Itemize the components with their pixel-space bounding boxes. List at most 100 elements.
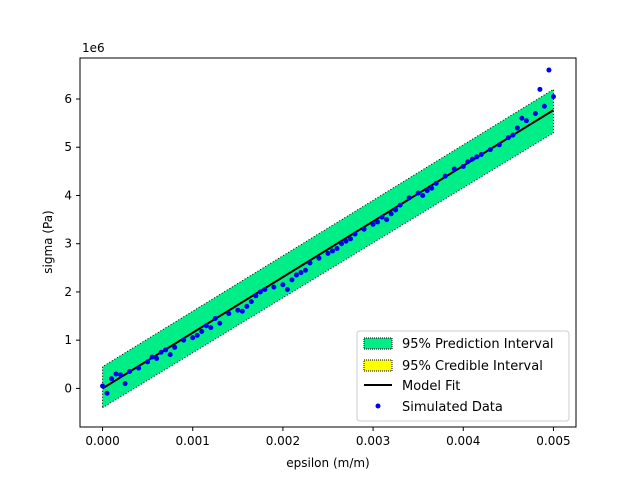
data-point [334, 246, 340, 252]
data-point [194, 332, 200, 338]
data-point [361, 226, 367, 232]
data-point [203, 323, 209, 329]
legend-label-simulated: Simulated Data [402, 400, 503, 415]
data-point [113, 371, 119, 377]
y-tick-label: 3 [64, 237, 72, 251]
y-tick-label: 5 [64, 140, 72, 154]
data-point [478, 151, 484, 157]
data-point [550, 94, 556, 100]
data-point [271, 284, 277, 290]
data-point [474, 154, 480, 160]
legend-label-prediction: 95% Prediction Interval [402, 337, 554, 352]
data-point [163, 347, 169, 353]
data-point [541, 103, 547, 109]
x-tick-label: 0.003 [356, 434, 390, 448]
data-point [442, 173, 448, 179]
data-point [262, 287, 268, 293]
data-point [546, 67, 552, 73]
data-point [406, 195, 412, 201]
x-tick-label: 0.005 [536, 434, 570, 448]
data-point [100, 383, 106, 389]
data-point [145, 359, 151, 365]
y-tick-label: 2 [64, 285, 72, 299]
data-point [122, 381, 128, 387]
data-point [226, 311, 232, 317]
legend: 95% Prediction Interval 95% Credible Int… [356, 330, 570, 422]
x-tick-label: 0.000 [85, 434, 119, 448]
simulated-data-points [100, 67, 556, 396]
data-point [352, 231, 358, 237]
data-point [523, 118, 529, 124]
x-tick-label: 0.002 [266, 434, 300, 448]
data-point [420, 192, 426, 198]
legend-box [356, 330, 570, 422]
data-point [532, 110, 538, 116]
data-point [235, 307, 241, 313]
data-point [167, 352, 173, 358]
data-point [397, 202, 403, 208]
legend-swatch-credible [363, 359, 393, 372]
x-axis-label: epsilon (m/m) [286, 456, 369, 470]
data-point [248, 299, 254, 305]
data-point [388, 211, 394, 217]
data-point [298, 270, 304, 276]
data-point [393, 207, 399, 213]
y-axis-label: sigma (Pa) [41, 210, 55, 273]
y-axis: 0 1 2 3 4 5 6 [64, 92, 80, 395]
data-point [348, 236, 354, 242]
y-tick-label: 0 [64, 381, 72, 395]
data-point [415, 190, 421, 196]
data-point [429, 185, 435, 191]
data-point [465, 159, 471, 165]
data-point [118, 372, 124, 378]
data-point [149, 354, 155, 360]
data-point [339, 241, 345, 247]
data-point [212, 315, 218, 321]
data-point [343, 238, 349, 244]
data-point [154, 356, 160, 362]
data-point [284, 287, 290, 293]
data-point [424, 188, 430, 194]
x-axis: 0.000 0.001 0.002 0.003 0.004 0.005 [85, 427, 571, 448]
data-point [181, 337, 187, 343]
y-tick-label: 1 [64, 333, 72, 347]
data-point [302, 267, 308, 273]
data-point [307, 260, 313, 266]
data-point [487, 147, 493, 153]
data-point [104, 390, 110, 396]
data-point [510, 132, 516, 138]
data-point [239, 308, 245, 314]
data-point [433, 180, 439, 186]
data-point [469, 156, 475, 162]
legend-label-model-fit: Model Fit [402, 379, 460, 394]
data-point [217, 320, 223, 326]
data-point [451, 166, 457, 172]
data-point [253, 293, 259, 299]
data-point [289, 277, 295, 283]
data-point [136, 365, 142, 371]
data-point [496, 142, 502, 148]
data-point [370, 221, 376, 227]
data-point [325, 250, 331, 256]
y-tick-label: 6 [64, 92, 72, 106]
data-point [257, 289, 263, 295]
data-point [244, 303, 250, 309]
data-point [158, 349, 164, 355]
data-point [293, 272, 299, 278]
axes-frame [79, 57, 577, 428]
data-point [172, 344, 178, 350]
data-point [208, 325, 214, 331]
data-point [280, 282, 286, 288]
x-tick-label: 0.004 [446, 434, 480, 448]
y-offset-label: 1e6 [82, 41, 105, 55]
data-point [537, 86, 543, 92]
legend-swatch-simulated [375, 403, 381, 409]
data-point [127, 369, 133, 375]
data-point [460, 164, 466, 170]
data-point [375, 219, 381, 225]
y-tick-label: 4 [64, 188, 72, 202]
data-point [199, 328, 205, 334]
data-point [109, 376, 115, 382]
legend-swatch-prediction [363, 337, 393, 350]
